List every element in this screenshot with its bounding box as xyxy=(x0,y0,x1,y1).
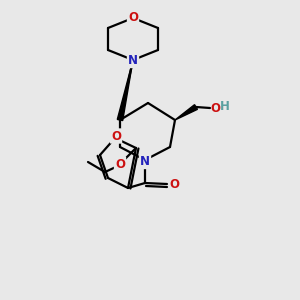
Text: O: O xyxy=(115,158,125,170)
Polygon shape xyxy=(117,60,133,121)
Text: N: N xyxy=(128,54,138,67)
Text: O: O xyxy=(111,130,121,142)
Text: O: O xyxy=(128,11,138,24)
Text: O: O xyxy=(210,101,220,115)
Text: H: H xyxy=(220,100,230,112)
Polygon shape xyxy=(175,105,197,120)
Text: N: N xyxy=(140,155,150,168)
Text: O: O xyxy=(169,178,179,191)
